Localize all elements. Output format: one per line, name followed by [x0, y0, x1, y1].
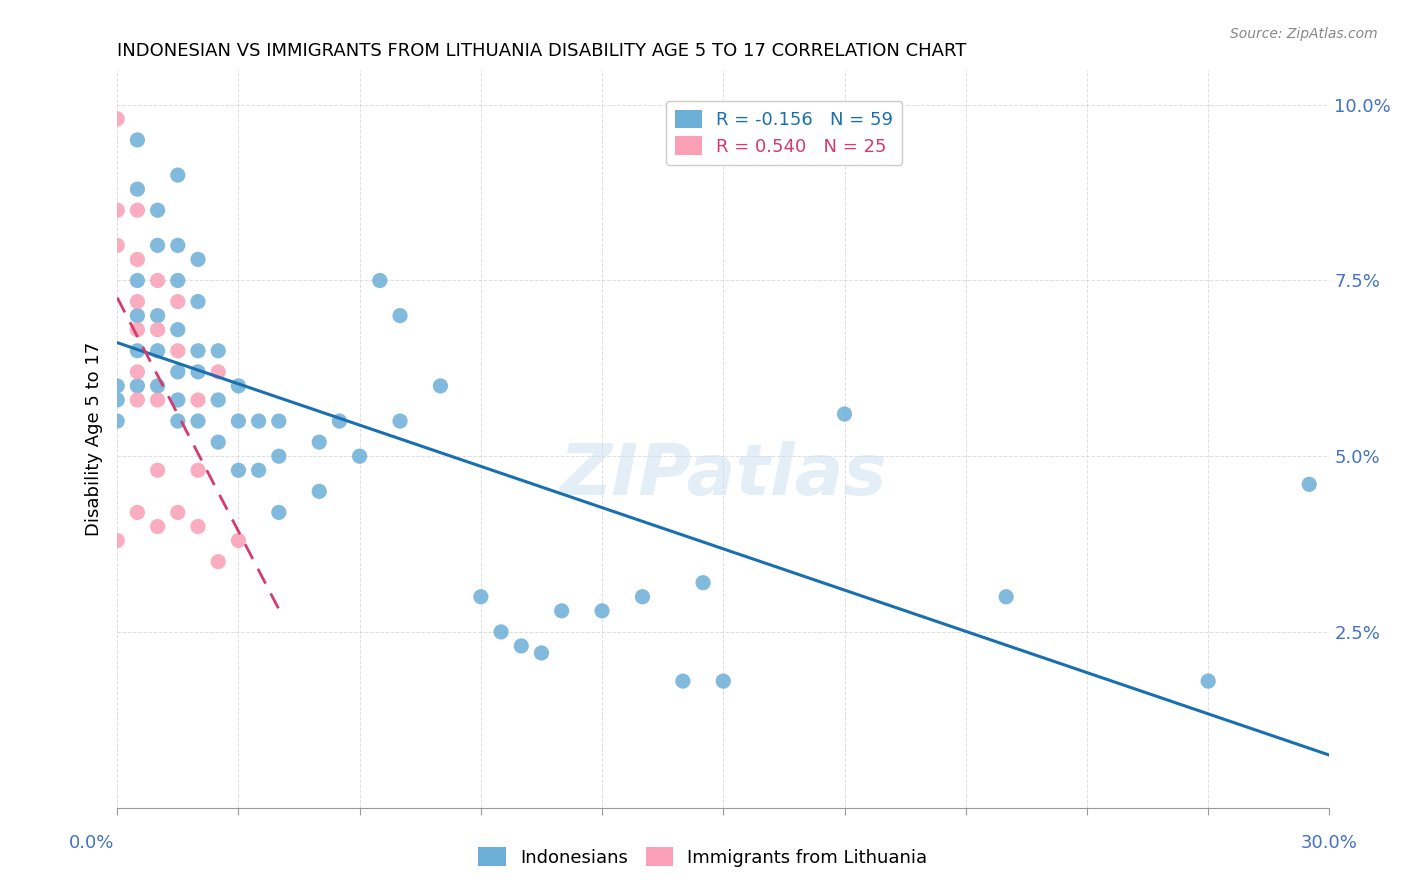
Point — [187, 365, 209, 379]
Point — [308, 435, 330, 450]
Point — [187, 294, 209, 309]
Point — [267, 449, 290, 463]
Point — [692, 575, 714, 590]
Point — [166, 238, 188, 252]
Text: 0.0%: 0.0% — [69, 834, 114, 852]
Point — [247, 414, 270, 428]
Point — [166, 365, 188, 379]
Point — [146, 519, 169, 533]
Point — [127, 252, 149, 267]
Point — [207, 435, 229, 450]
Point — [127, 392, 149, 407]
Point — [166, 294, 188, 309]
Legend: R = -0.156   N = 59, R = 0.540   N = 25: R = -0.156 N = 59, R = 0.540 N = 25 — [665, 101, 903, 165]
Point — [105, 533, 128, 548]
Point — [368, 273, 391, 287]
Point — [166, 414, 188, 428]
Point — [308, 484, 330, 499]
Point — [267, 414, 290, 428]
Point — [489, 624, 512, 639]
Point — [127, 505, 149, 519]
Point — [187, 392, 209, 407]
Legend: Indonesians, Immigrants from Lithuania: Indonesians, Immigrants from Lithuania — [471, 840, 935, 874]
Point — [834, 407, 856, 421]
Point — [207, 343, 229, 358]
Point — [207, 365, 229, 379]
Text: ZIPatlas: ZIPatlas — [560, 441, 887, 510]
Point — [349, 449, 371, 463]
Point — [207, 555, 229, 569]
Point — [228, 379, 250, 393]
Point — [127, 323, 149, 337]
Point — [127, 294, 149, 309]
Point — [105, 379, 128, 393]
Point — [127, 343, 149, 358]
Point — [187, 252, 209, 267]
Point — [127, 379, 149, 393]
Point — [166, 323, 188, 337]
Point — [228, 463, 250, 477]
Point — [995, 590, 1018, 604]
Point — [550, 604, 572, 618]
Point — [127, 273, 149, 287]
Point — [631, 590, 654, 604]
Point — [166, 505, 188, 519]
Y-axis label: Disability Age 5 to 17: Disability Age 5 to 17 — [86, 342, 103, 536]
Point — [105, 392, 128, 407]
Text: INDONESIAN VS IMMIGRANTS FROM LITHUANIA DISABILITY AGE 5 TO 17 CORRELATION CHART: INDONESIAN VS IMMIGRANTS FROM LITHUANIA … — [117, 42, 966, 60]
Point — [127, 133, 149, 147]
Point — [146, 323, 169, 337]
Point — [166, 343, 188, 358]
Point — [127, 365, 149, 379]
Point — [247, 463, 270, 477]
Point — [470, 590, 492, 604]
Point — [530, 646, 553, 660]
Point — [166, 168, 188, 182]
Point — [166, 392, 188, 407]
Point — [328, 414, 350, 428]
Point — [146, 203, 169, 218]
Point — [187, 519, 209, 533]
Point — [166, 273, 188, 287]
Point — [146, 238, 169, 252]
Point — [672, 674, 695, 689]
Point — [127, 182, 149, 196]
Point — [207, 392, 229, 407]
Point — [711, 674, 734, 689]
Point — [591, 604, 613, 618]
Point — [146, 392, 169, 407]
Point — [267, 505, 290, 519]
Point — [127, 309, 149, 323]
Point — [127, 203, 149, 218]
Point — [228, 533, 250, 548]
Text: Source: ZipAtlas.com: Source: ZipAtlas.com — [1230, 27, 1378, 41]
Point — [228, 414, 250, 428]
Text: 30.0%: 30.0% — [1301, 834, 1357, 852]
Point — [146, 463, 169, 477]
Point — [187, 343, 209, 358]
Point — [146, 309, 169, 323]
Point — [105, 112, 128, 126]
Point — [105, 414, 128, 428]
Point — [389, 309, 412, 323]
Point — [1298, 477, 1320, 491]
Point — [510, 639, 533, 653]
Point — [105, 238, 128, 252]
Point — [1197, 674, 1219, 689]
Point — [389, 414, 412, 428]
Point — [187, 414, 209, 428]
Point — [146, 379, 169, 393]
Point — [146, 343, 169, 358]
Point — [146, 273, 169, 287]
Point — [429, 379, 451, 393]
Point — [105, 203, 128, 218]
Point — [187, 463, 209, 477]
